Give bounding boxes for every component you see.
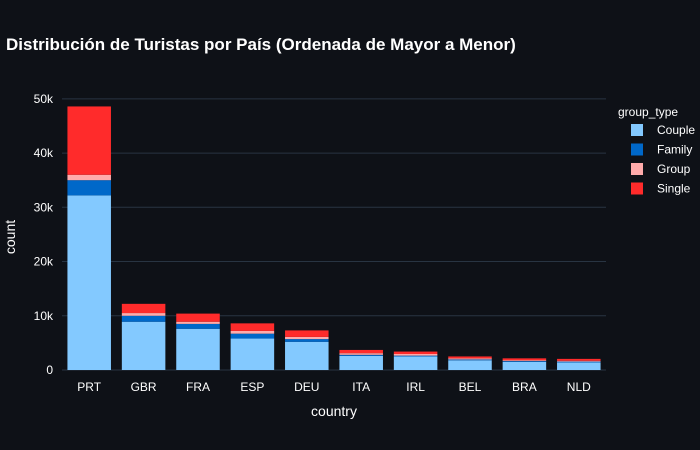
x-tick-label: BRA <box>512 380 537 394</box>
y-axis-ticks: 0 10k 20k 30k 40k 50k <box>34 92 54 377</box>
legend-label-group[interactable]: Group <box>657 162 691 176</box>
legend-label-single[interactable]: Single <box>657 182 691 196</box>
bar-irl-group[interactable] <box>393 354 438 356</box>
x-tick-label: BEL <box>459 380 482 394</box>
bar-prt-single[interactable] <box>67 106 111 175</box>
y-tick-label: 40k <box>34 146 54 160</box>
x-tick-label: ESP <box>240 380 264 394</box>
bar-nld-single[interactable] <box>557 358 601 361</box>
bar-bel-single[interactable] <box>448 356 492 359</box>
bars <box>67 106 601 370</box>
y-tick-label: 10k <box>34 309 54 323</box>
legend-swatch-couple[interactable] <box>631 124 643 136</box>
bar-esp-family[interactable] <box>230 333 275 339</box>
y-tick-label: 50k <box>34 92 54 106</box>
y-tick-label: 0 <box>46 363 53 377</box>
bar-nld-family[interactable] <box>557 361 601 363</box>
bar-bra-family[interactable] <box>502 361 547 362</box>
legend-swatch-single[interactable] <box>631 182 643 195</box>
bar-fra-group[interactable] <box>176 321 220 324</box>
bar-ita-family[interactable] <box>339 354 383 356</box>
legend[interactable]: group_type Couple Family Group Single <box>618 105 695 196</box>
bar-bra-couple[interactable] <box>502 361 547 370</box>
chart-title: Distribución de Turistas por País (Orden… <box>6 35 516 54</box>
bar-prt-family[interactable] <box>67 180 111 196</box>
x-tick-label: DEU <box>294 380 319 394</box>
bar-deu-group[interactable] <box>285 336 329 340</box>
x-tick-label: ITA <box>352 380 370 394</box>
bar-bel-couple[interactable] <box>448 360 492 370</box>
y-tick-label: 30k <box>34 200 54 214</box>
bar-deu-couple[interactable] <box>285 341 329 370</box>
legend-swatch-group[interactable] <box>631 163 643 175</box>
bar-ita-single[interactable] <box>339 349 383 354</box>
legend-title: group_type <box>618 105 678 119</box>
bar-irl-single[interactable] <box>393 351 438 355</box>
x-tick-label: FRA <box>186 380 210 394</box>
bar-gbr-couple[interactable] <box>121 321 166 370</box>
y-tick-label: 20k <box>34 255 54 269</box>
bar-prt-couple[interactable] <box>67 195 111 370</box>
bar-bra-single[interactable] <box>502 358 547 361</box>
bar-irl-family[interactable] <box>393 355 438 357</box>
legend-swatch-family[interactable] <box>631 143 643 156</box>
bar-deu-family[interactable] <box>285 339 329 342</box>
bar-bel-family[interactable] <box>448 359 492 361</box>
bar-esp-couple[interactable] <box>230 338 275 370</box>
bar-gbr-group[interactable] <box>121 313 166 316</box>
bar-bra-group[interactable] <box>502 360 547 362</box>
bar-fra-single[interactable] <box>176 313 220 322</box>
bar-nld-couple[interactable] <box>557 362 601 370</box>
bar-deu-single[interactable] <box>285 330 329 337</box>
legend-label-couple[interactable]: Couple <box>657 123 695 137</box>
x-axis-title: country <box>311 403 357 419</box>
bar-ita-couple[interactable] <box>339 355 383 370</box>
bar-fra-family[interactable] <box>176 323 220 329</box>
x-axis-ticks: PRT GBR FRA ESP DEU ITA IRL BEL BRA NLD <box>77 380 591 394</box>
bar-esp-single[interactable] <box>230 323 275 331</box>
x-tick-label: IRL <box>406 380 425 394</box>
bar-fra-couple[interactable] <box>176 328 220 370</box>
bar-esp-group[interactable] <box>230 330 275 334</box>
bar-bel-group[interactable] <box>448 358 492 360</box>
legend-label-family[interactable]: Family <box>657 143 692 157</box>
x-tick-label: PRT <box>77 380 101 394</box>
bar-gbr-family[interactable] <box>121 315 166 322</box>
bar-irl-couple[interactable] <box>393 356 438 370</box>
bar-ita-group[interactable] <box>339 353 383 355</box>
bar-nld-group[interactable] <box>557 360 601 362</box>
bar-prt-group[interactable] <box>67 174 111 181</box>
x-tick-label: GBR <box>131 380 157 394</box>
x-tick-label: NLD <box>567 380 591 394</box>
bar-gbr-single[interactable] <box>121 303 166 314</box>
y-axis-title: count <box>2 220 18 254</box>
